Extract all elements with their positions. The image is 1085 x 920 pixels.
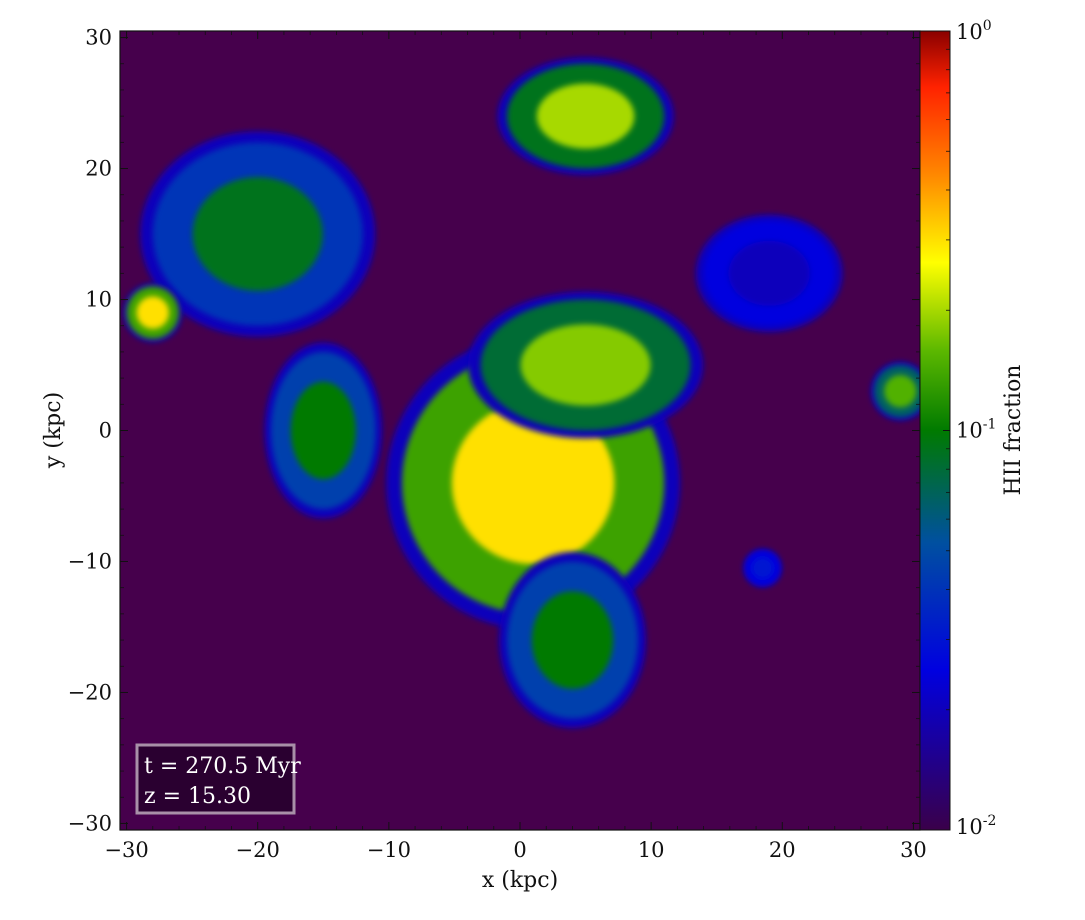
ionized-region-northern-bubble [497, 57, 674, 175]
region-core [752, 557, 774, 579]
ionized-region-far-east-source [870, 361, 920, 421]
x-tick-label: −30 [104, 838, 148, 862]
ionized-region-southern-extension [499, 552, 646, 729]
x-tick-label: 20 [769, 838, 796, 862]
ionized-region-far-west-source [123, 283, 183, 342]
region-core [536, 83, 635, 149]
annotation-box [135, 743, 296, 815]
colorbar-tick-label: 100 [956, 18, 992, 44]
y-tick-label: −20 [68, 680, 112, 704]
colorbar-tick-label: 10-1 [956, 417, 996, 443]
x-tick-label: 30 [900, 838, 927, 862]
x-tick-label: 0 [513, 838, 526, 862]
x-tick-label: 10 [638, 838, 665, 862]
time-redshift-annotation: t = 270.5 Myr z = 15.30 [135, 743, 301, 815]
region-core [290, 381, 356, 480]
region-core [192, 177, 323, 291]
region-core [451, 401, 615, 565]
x-tick-label: −20 [236, 838, 280, 862]
y-tick-label: −30 [68, 811, 112, 835]
annotation-time: t = 270.5 Myr [144, 754, 301, 779]
y-tick-label: 20 [85, 157, 112, 181]
ionized-region-se-small-clump [743, 548, 782, 588]
y-axis-label: y (kpc) [41, 392, 66, 469]
region-core [884, 374, 917, 408]
annotation-redshift: z = 15.30 [144, 784, 251, 809]
region-core [136, 296, 170, 329]
colorbar-tick-label: 10-2 [956, 813, 996, 839]
region-core [531, 591, 614, 689]
ionized-region-northwest-bubble [140, 131, 376, 337]
ionized-region-west-clump [264, 342, 383, 519]
ionized-region-central-ne-lobe [468, 291, 704, 439]
y-tick-label: 10 [85, 288, 112, 312]
colorbar-ticks-layer: 100 10-1 10-2 [943, 18, 996, 839]
y-tick-label: 0 [99, 419, 112, 443]
axis-ticks-layer: −30 −20 −10 0 10 20 30 −30 −20 −10 0 10 20 30 [68, 26, 927, 862]
x-tick-label: −10 [367, 838, 411, 862]
y-tick-label: −10 [68, 549, 112, 573]
ionized-region-east-shell [695, 214, 843, 333]
y-tick-label: 30 [85, 26, 112, 50]
region-core [520, 324, 651, 406]
colorbar-label: HII fraction [1001, 365, 1026, 496]
ionized-regions-layer [123, 57, 920, 729]
region-core [728, 240, 810, 306]
x-axis-label: x (kpc) [482, 868, 558, 893]
